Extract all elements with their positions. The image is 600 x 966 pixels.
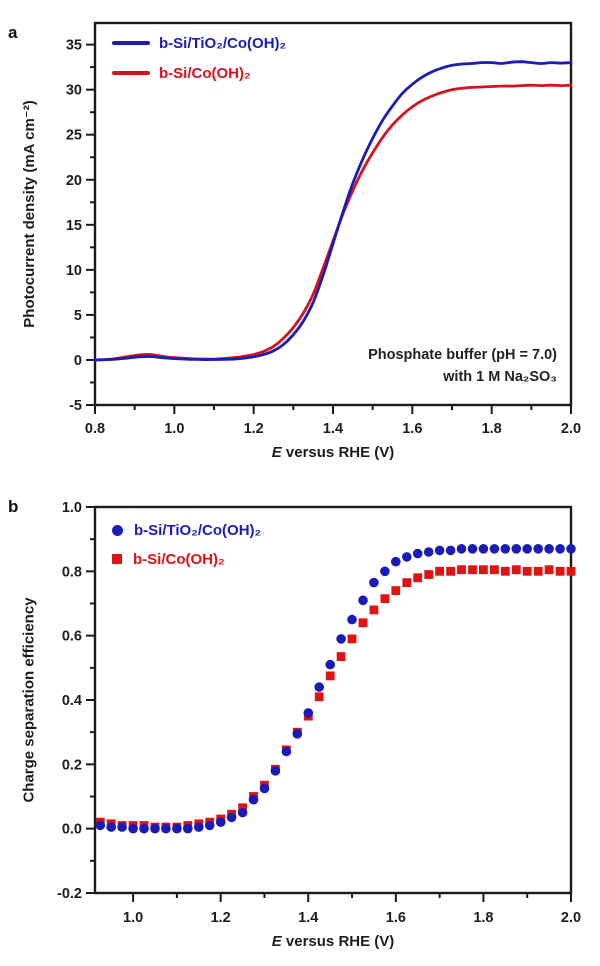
legend-label: b-Si/TiO₂/Co(OH)₂	[134, 521, 262, 539]
svg-text:2.0: 2.0	[561, 910, 581, 926]
blue-circle-marker-swatch	[112, 524, 123, 536]
panel-a-x-axis-title: E versus RHE (V)	[95, 444, 571, 461]
svg-text:25: 25	[66, 128, 82, 144]
svg-text:1.4: 1.4	[323, 421, 343, 437]
legend-label: b-Si/Co(OH)₂	[159, 64, 251, 82]
svg-text:20: 20	[66, 173, 82, 189]
svg-text:5: 5	[74, 308, 82, 324]
panel-a-y-axis-title: Photocurrent density (mA cm⁻²)	[21, 100, 38, 328]
svg-text:-5: -5	[69, 398, 82, 414]
annotation-line-2: with 1 M Na₂SO₃	[443, 368, 557, 385]
legend-label: b-Si/TiO₂/Co(OH)₂	[159, 34, 287, 52]
x-axis-symbol-e: E	[271, 444, 282, 461]
electrolyte-annotation: Phosphate buffer (pH = 7.0) with 1 M Na₂…	[368, 345, 557, 388]
panel-a-label: a	[8, 23, 18, 42]
svg-text:1.2: 1.2	[211, 910, 231, 926]
svg-text:1.0: 1.0	[123, 910, 143, 926]
svg-text:1.0: 1.0	[62, 500, 82, 516]
x-axis-symbol-e: E	[271, 933, 282, 950]
legend-entry-tio2: b-Si/TiO₂/Co(OH)₂	[112, 34, 286, 52]
svg-text:0.6: 0.6	[62, 629, 82, 645]
svg-text:0.2: 0.2	[62, 757, 82, 773]
svg-text:10: 10	[66, 263, 82, 279]
svg-text:1.6: 1.6	[402, 421, 422, 437]
svg-text:1.2: 1.2	[244, 421, 264, 437]
blue-line-swatch	[112, 41, 150, 45]
x-axis-title-rest: versus RHE (V)	[281, 933, 395, 950]
photocurrent-voltage-chart: 0.8 1.0 1.2 1.4 1.6 1.8 2.0 -5 0 5 10 15 20 25 30 35	[66, 21, 581, 437]
annotation-line-1: Phosphate buffer (pH = 7.0)	[368, 347, 557, 363]
charge-separation-chart: 1.0 1.2 1.4 1.6 1.8 2.0 -0.2 0.0 0.2 0.4 0.6 0.8 1.0	[57, 500, 581, 926]
legend-entry-cooh: b-Si/Co(OH)₂	[110, 550, 261, 568]
panel-b-y-axis-title: Charge separation efficiency	[20, 597, 38, 803]
svg-text:1.0: 1.0	[164, 421, 184, 437]
x-axis-title-rest: versus RHE (V)	[281, 444, 395, 461]
svg-text:1.8: 1.8	[482, 421, 502, 437]
svg-text:0.0: 0.0	[62, 822, 82, 838]
legend-label: b-Si/Co(OH)₂	[133, 550, 225, 568]
svg-text:2.0: 2.0	[561, 421, 581, 437]
panel-b-label: b	[8, 497, 19, 516]
svg-text:15: 15	[66, 218, 82, 234]
svg-text:35: 35	[66, 38, 82, 54]
svg-text:0.8: 0.8	[62, 564, 82, 580]
svg-text:0.8: 0.8	[85, 421, 105, 437]
svg-text:1.4: 1.4	[298, 910, 318, 926]
legend-entry-tio2: b-Si/TiO₂/Co(OH)₂	[110, 521, 261, 539]
svg-text:1.6: 1.6	[386, 910, 406, 926]
svg-text:0: 0	[74, 353, 82, 369]
panel-b-x-axis-title: E versus RHE (V)	[95, 933, 571, 950]
red-square-marker-swatch	[112, 554, 122, 564]
svg-text:-0.2: -0.2	[57, 886, 82, 902]
svg-text:0.4: 0.4	[62, 693, 82, 709]
svg-text:1.8: 1.8	[473, 910, 493, 926]
red-line-swatch	[112, 71, 150, 75]
panel-b-legend: b-Si/TiO₂/Co(OH)₂ b-Si/Co(OH)₂	[110, 521, 261, 568]
panel-a-legend: b-Si/TiO₂/Co(OH)₂ b-Si/Co(OH)₂	[112, 34, 286, 82]
legend-entry-cooh: b-Si/Co(OH)₂	[112, 64, 286, 82]
svg-text:30: 30	[66, 83, 82, 99]
